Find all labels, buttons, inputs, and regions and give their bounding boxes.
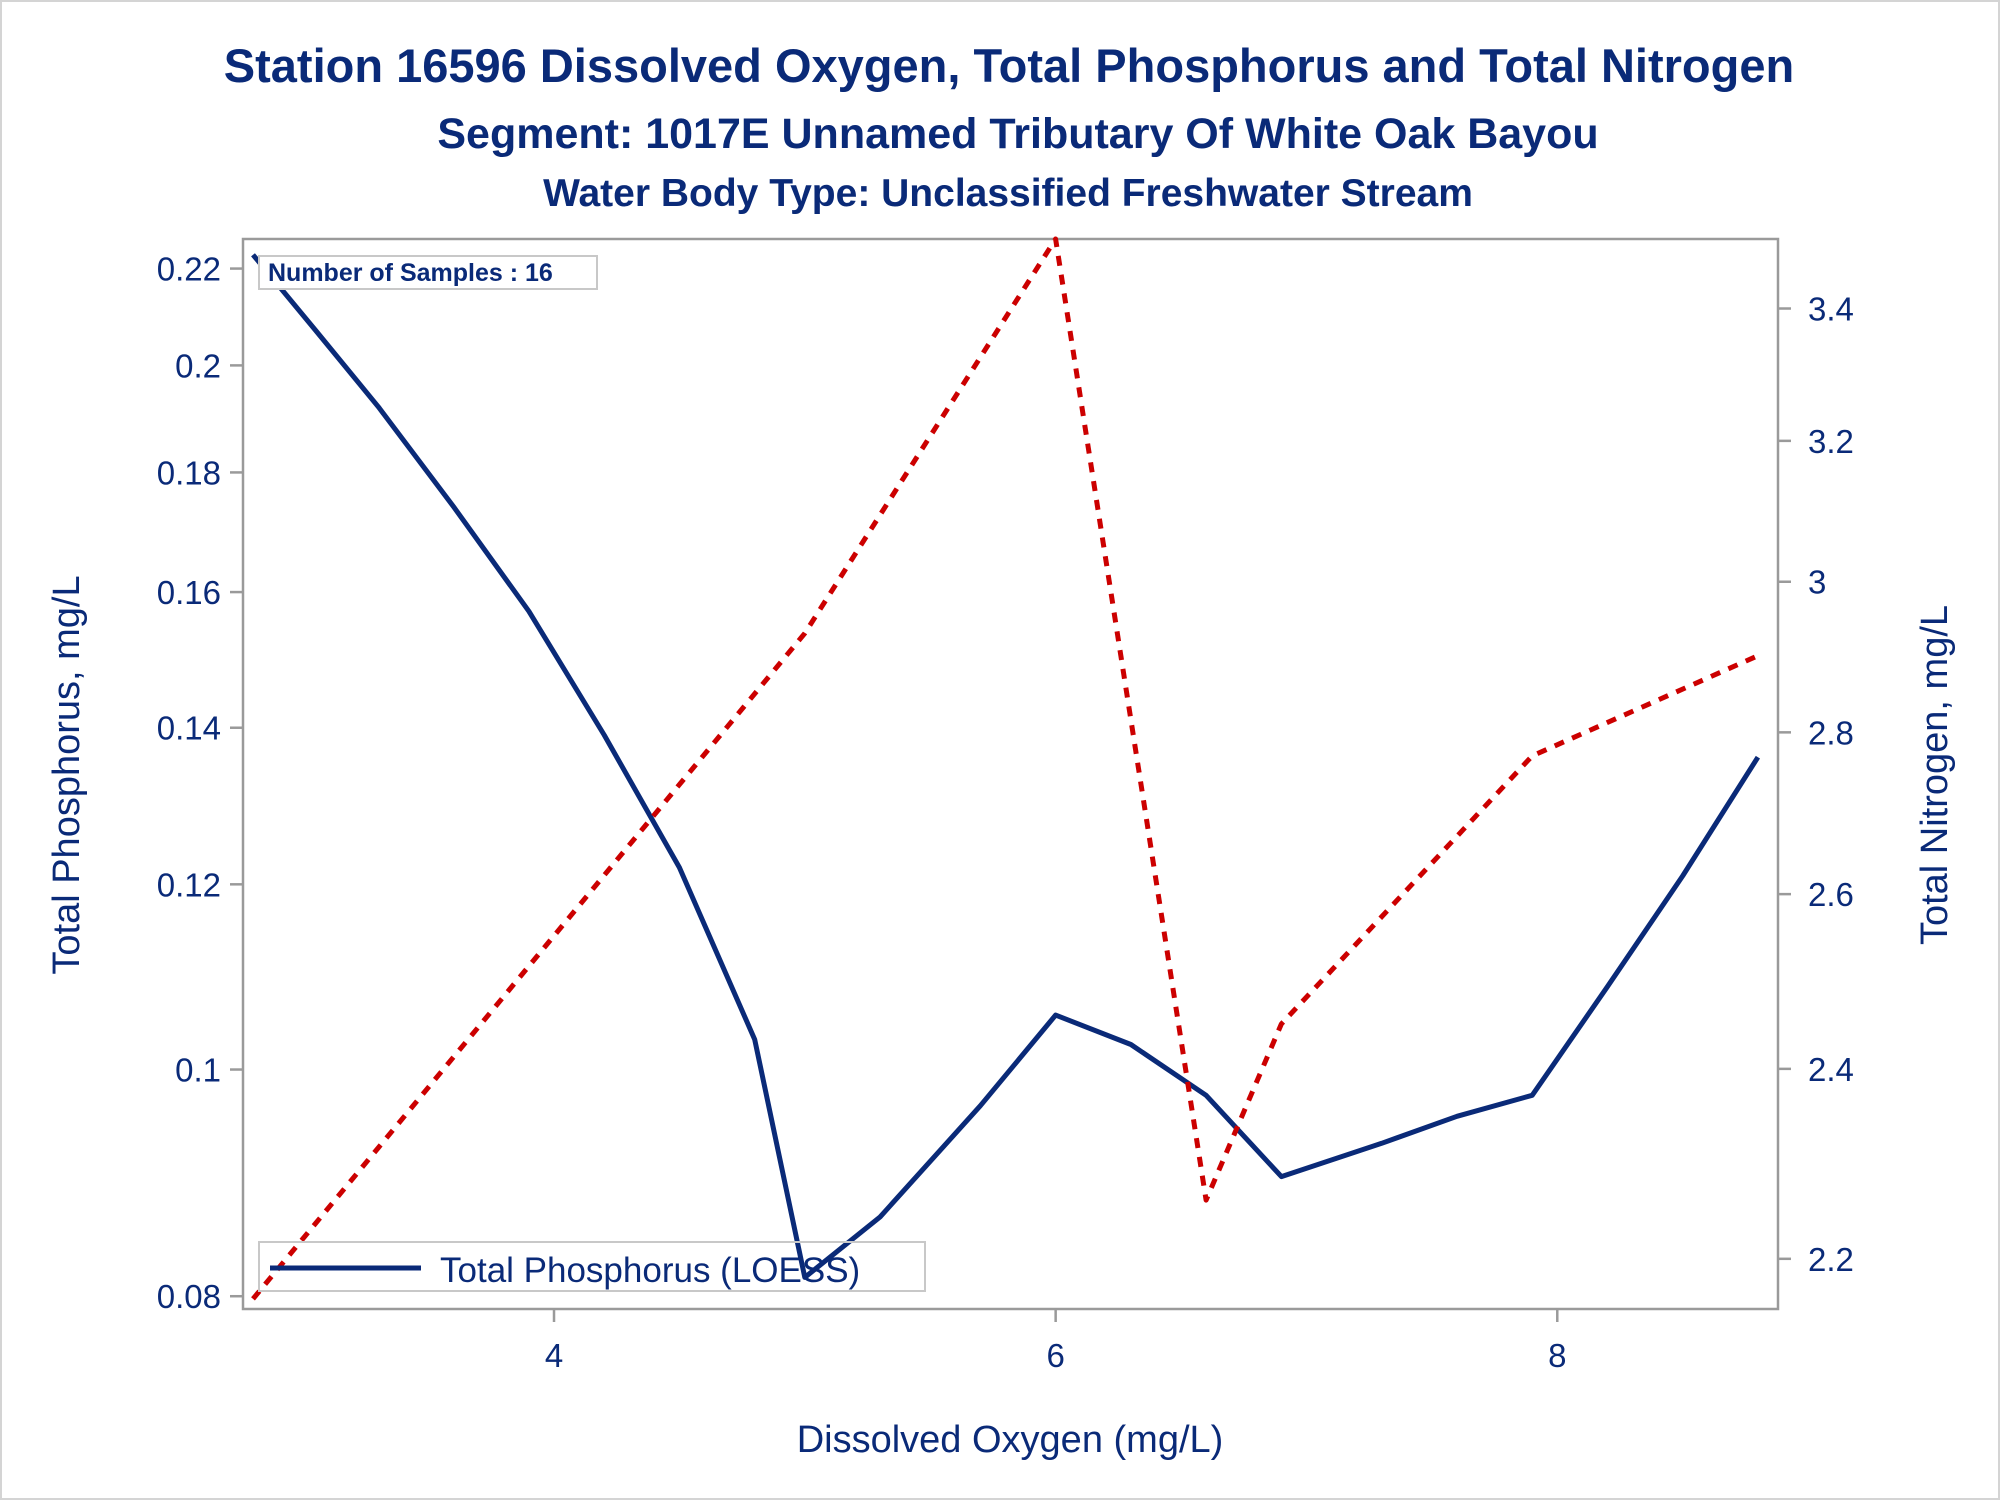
chart-subtitle-2: Water Body Type: Unclassified Freshwater… xyxy=(543,172,1473,215)
y-left-tick-label: 0.22 xyxy=(157,251,221,288)
y-right-tick-label: 2.6 xyxy=(1808,876,1854,913)
x-tick-label: 8 xyxy=(1548,1337,1566,1374)
y-right-tick-label: 2.4 xyxy=(1808,1051,1854,1088)
x-axis-label: Dissolved Oxygen (mg/L) xyxy=(797,1419,1224,1461)
y-right-tick-label: 2.8 xyxy=(1808,714,1854,751)
y-left-tick-label: 0.14 xyxy=(157,710,221,747)
sample-count-box xyxy=(258,255,598,290)
x-axis: 4 6 8 xyxy=(545,1309,1566,1374)
plot-area xyxy=(241,237,1780,1311)
chart-subtitle: Segment: 1017E Unnamed Tributary Of Whit… xyxy=(437,110,1598,158)
x-tick-label: 4 xyxy=(545,1337,563,1374)
series-line-total-nitrogen xyxy=(251,236,1759,1301)
chart-title: Station 16596 Dissolved Oxygen, Total Ph… xyxy=(224,39,1794,92)
y-left-tick-label: 0.08 xyxy=(157,1278,221,1315)
legend-label-total-phosphorus: Total Phosphorus (LOESS) xyxy=(440,1251,860,1290)
y-right-tick-label: 3 xyxy=(1808,564,1826,601)
y-axis-right: 2.2 2.4 2.6 2.8 3 3.2 3.4 xyxy=(1778,291,1854,1278)
series-line-total-phosphorus xyxy=(251,253,1761,1280)
y-right-tick-label: 2.2 xyxy=(1808,1241,1854,1278)
sample-count-label: Number of Samples : 16 xyxy=(268,259,553,287)
y-axis-left-label: Total Phosphorus, mg/L xyxy=(46,575,88,974)
x-tick-label: 6 xyxy=(1046,1337,1064,1374)
y-right-tick-label: 3.2 xyxy=(1808,423,1854,460)
y-axis-left: 0.08 0.1 0.12 0.14 0.16 0.18 0.2 0.22 xyxy=(157,251,243,1315)
y-right-tick-label: 3.4 xyxy=(1808,291,1854,328)
y-left-tick-label: 0.16 xyxy=(157,574,221,611)
y-left-tick-label: 0.18 xyxy=(157,454,221,491)
legend-box xyxy=(258,1241,926,1292)
y-axis-right-label: Total Nitrogen, mg/L xyxy=(1914,605,1956,945)
y-left-tick-label: 0.12 xyxy=(157,866,221,903)
y-left-tick-label: 0.1 xyxy=(175,1052,221,1089)
y-left-tick-label: 0.2 xyxy=(175,347,221,384)
series-layer xyxy=(251,236,1761,1301)
